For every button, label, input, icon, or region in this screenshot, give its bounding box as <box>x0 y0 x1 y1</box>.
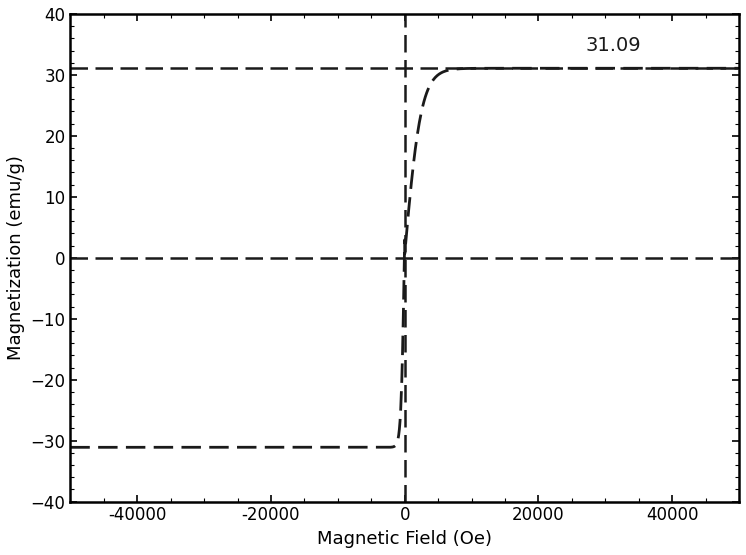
Text: 31.09: 31.09 <box>586 36 641 54</box>
Y-axis label: Magnetization (emu/g): Magnetization (emu/g) <box>7 155 25 360</box>
X-axis label: Magnetic Field (Oe): Magnetic Field (Oe) <box>317 530 492 548</box>
